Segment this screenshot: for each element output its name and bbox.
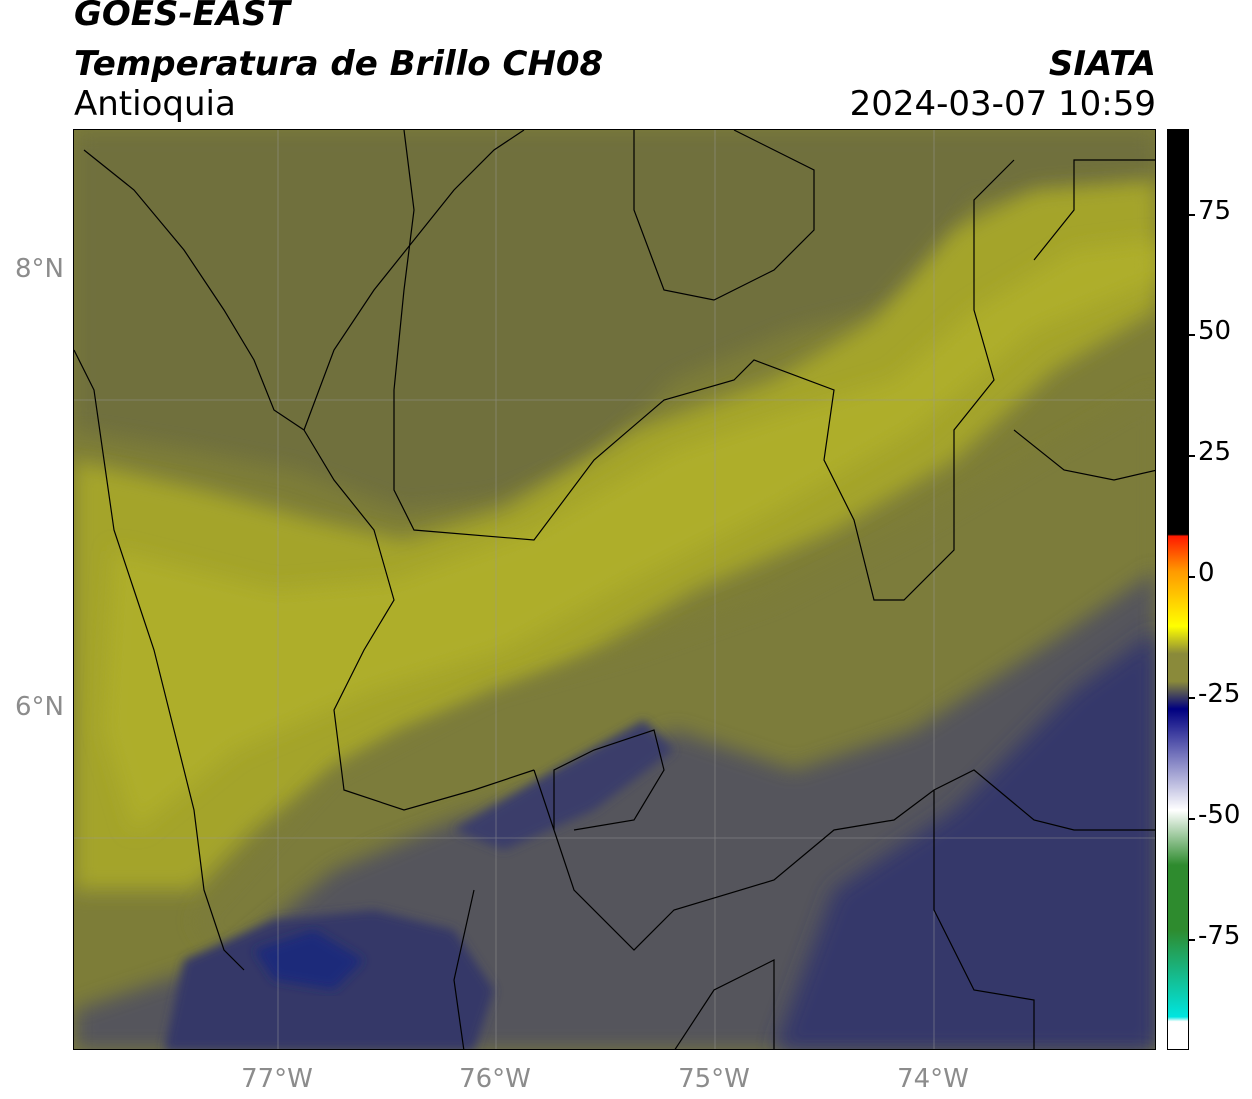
satellite-title: GOES-EAST [74, 0, 290, 34]
cold-core-southwest [254, 930, 364, 990]
colorbar-label-neg25: -25 [1198, 679, 1241, 709]
colorbar-label-0: 0 [1198, 558, 1215, 588]
warm-core [104, 240, 1155, 830]
colorbar-tick [1189, 214, 1195, 216]
colorbar-tick [1189, 576, 1195, 578]
lon-label-74w: 74°W [897, 1064, 969, 1094]
colorbar-label-neg75: -75 [1198, 921, 1241, 951]
cold-cell-center [454, 720, 674, 850]
mid-band [194, 391, 1155, 960]
product-title: Temperatura de Brillo CH08 [74, 44, 604, 84]
lon-label-76w: 76°W [459, 1064, 531, 1094]
cool-band-north [74, 130, 1155, 510]
lat-label-6n: 6°N [15, 692, 64, 722]
map-panel[interactable] [73, 129, 1156, 1050]
colorbar-label-50: 50 [1198, 316, 1232, 346]
colorbar-tick [1189, 939, 1195, 941]
boundaries [74, 130, 1155, 1049]
colorbar-label-75: 75 [1198, 196, 1232, 226]
map-canvas [74, 130, 1155, 1049]
cold-region-east [774, 631, 1155, 1049]
lon-label-75w: 75°W [678, 1064, 750, 1094]
colorbar-label-25: 25 [1198, 437, 1232, 467]
colorbar-tick [1189, 334, 1195, 336]
colorbar-label-neg50: -50 [1198, 800, 1241, 830]
colorbar-tick [1189, 697, 1195, 699]
lat-label-8n: 8°N [15, 254, 64, 284]
lon-label-77w: 77°W [241, 1064, 313, 1094]
colorbar-tick [1189, 455, 1195, 457]
colorbar [1167, 129, 1189, 1050]
region-label: Antioquia [74, 84, 236, 124]
colorbar-tick [1189, 818, 1195, 820]
agency-label: SIATA [1048, 44, 1156, 84]
datetime-label: 2024-03-07 10:59 [849, 84, 1156, 124]
